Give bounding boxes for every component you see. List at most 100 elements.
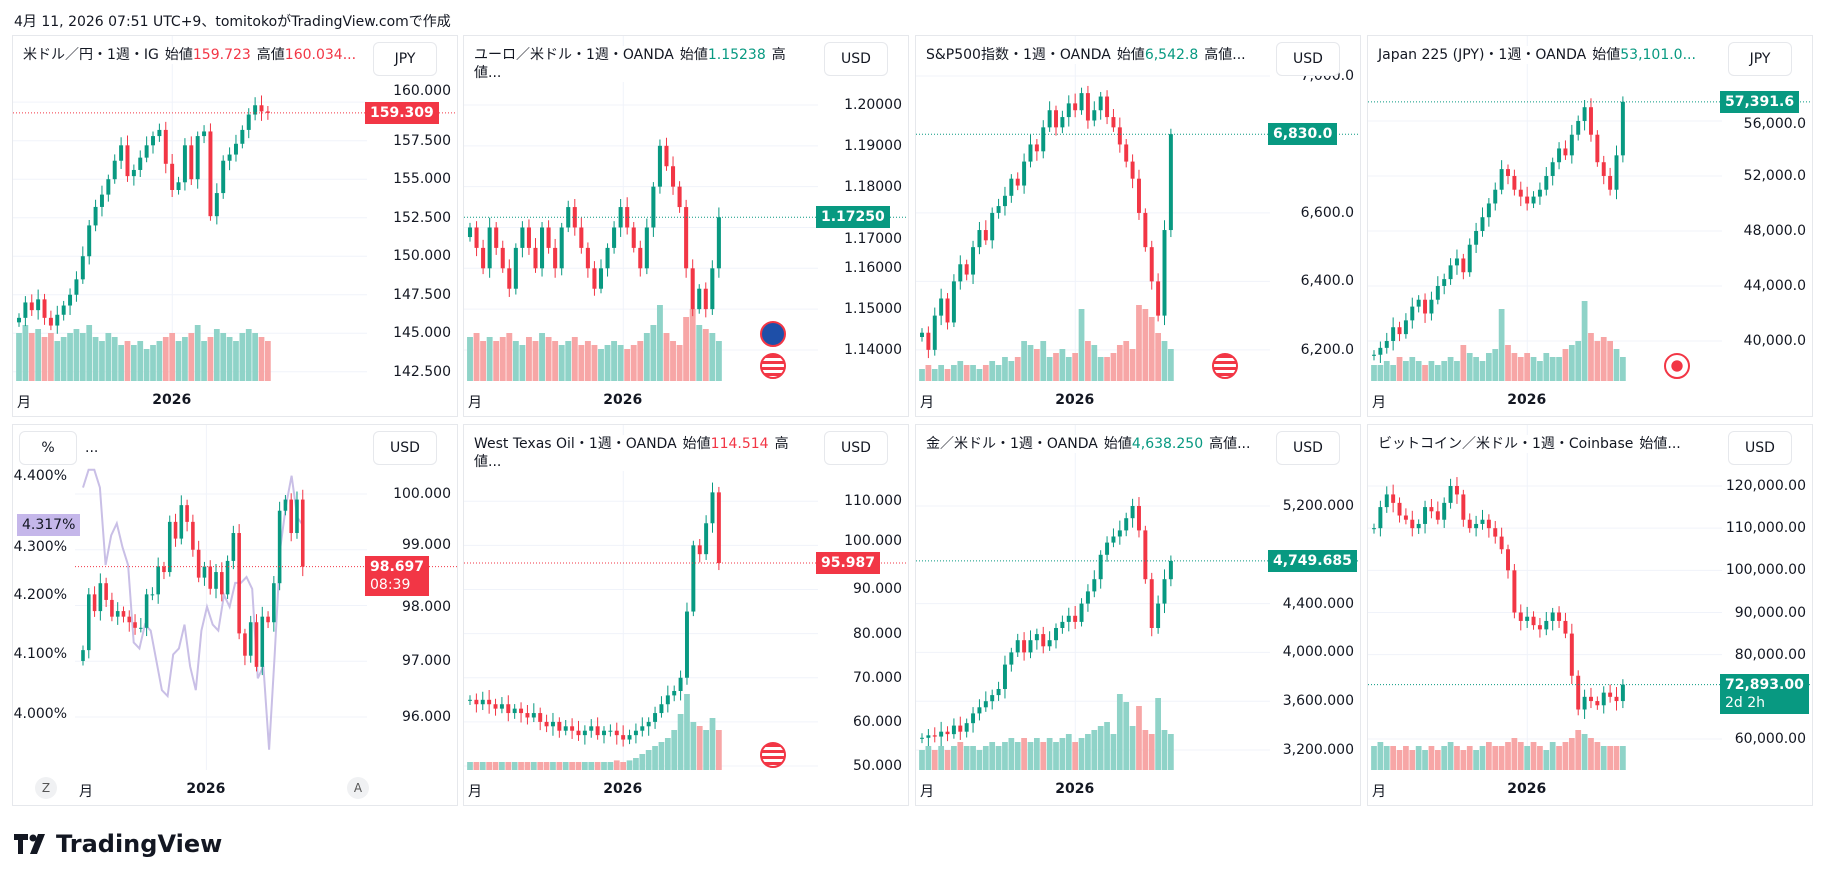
chart-legend[interactable]: S&P500指数・1週・OANDA 始値6,542.8 高値... — [926, 46, 1250, 64]
chart-legend[interactable]: 米ドル／円・1週・IG 始値159.723 高値160.034... — [23, 46, 361, 64]
chart-legend[interactable]: Japan 225 (JPY)・1週・OANDA 始値53,101.0... — [1378, 46, 1700, 64]
volume-bar — [1097, 726, 1104, 770]
candle — [1537, 182, 1542, 205]
candle — [710, 482, 715, 533]
currency-button[interactable]: USD — [1276, 42, 1340, 76]
last-price-label: 159.309 — [365, 101, 439, 124]
candle — [1378, 500, 1383, 537]
chart-canvas[interactable] — [916, 36, 1361, 417]
us-flag-icon[interactable] — [760, 742, 786, 768]
symbol-title[interactable]: Japan 225 (JPY)・1週・OANDA — [1378, 47, 1587, 63]
candle — [468, 695, 472, 705]
chart-panel[interactable]: S&P500指数・1週・OANDA 始値6,542.8 高値... USD 7,000.… — [915, 35, 1361, 417]
volume-bar — [1371, 365, 1377, 381]
volume-bar — [1473, 750, 1479, 770]
chart-canvas[interactable] — [464, 36, 909, 417]
candle — [266, 611, 270, 629]
candle — [579, 217, 584, 254]
chart-canvas[interactable] — [13, 36, 458, 417]
volume-bar — [594, 762, 601, 770]
chart-canvas[interactable] — [13, 425, 458, 806]
chart-panel[interactable]: ... USD 100.000 99.000 98.000 97.000 96.000 98.… — [12, 424, 458, 806]
auto-scale-button[interactable]: A — [347, 777, 369, 799]
candle — [1563, 140, 1568, 160]
volume-bar — [584, 341, 591, 381]
chart-legend[interactable]: ユーロ／米ドル・1週・OANDA 始値1.15238 高値... — [474, 46, 814, 82]
symbol-title[interactable]: West Texas Oil・1週・OANDA — [474, 436, 677, 452]
currency-button[interactable]: USD — [824, 431, 888, 465]
candle — [125, 135, 130, 182]
candle — [179, 495, 184, 545]
candle — [977, 221, 982, 255]
chart-canvas[interactable] — [464, 425, 909, 806]
volume-bar — [617, 345, 624, 381]
chart-canvas[interactable] — [1368, 425, 1813, 806]
chart-panel[interactable]: 金／米ドル・1週・OANDA 始値4,638.250 高値... USD 5,200.0… — [915, 424, 1361, 806]
candle — [1493, 182, 1498, 211]
volume-bar — [1613, 746, 1620, 770]
volume-bar — [575, 762, 582, 770]
volume-bar — [1123, 341, 1130, 381]
us-flag-icon[interactable] — [760, 353, 786, 379]
symbol-title[interactable]: ビットコイン／米ドル・1週・Coinbase — [1378, 436, 1634, 452]
chart-panel[interactable]: ビットコイン／米ドル・1週・Coinbase 始値... USD 120,000.00… — [1367, 424, 1813, 806]
volume-bar — [715, 341, 722, 381]
tradingview-logo[interactable]: TradingView — [14, 830, 222, 858]
symbol-title[interactable]: S&P500指数・1週・OANDA — [926, 47, 1111, 63]
currency-button[interactable]: USD — [1276, 431, 1340, 465]
volume-bar — [1014, 742, 1021, 770]
candle — [1047, 101, 1052, 132]
candle — [1168, 128, 1173, 238]
currency-button[interactable]: USD — [824, 42, 888, 76]
volume-bar — [539, 333, 545, 381]
candle — [595, 717, 600, 740]
chart-panel[interactable]: Japan 225 (JPY)・1週・OANDA 始値53,101.0... JPY… — [1367, 35, 1813, 417]
symbol-title[interactable]: 米ドル／円・1週・IG — [23, 47, 159, 63]
candle — [618, 199, 623, 237]
eu-flag-icon[interactable] — [760, 321, 786, 347]
chart-canvas[interactable] — [916, 425, 1361, 806]
candle — [1620, 679, 1625, 709]
last-price-label: 72,893.00 2d 2h — [1720, 673, 1809, 714]
candle — [520, 221, 525, 258]
left-axis-tick: 4.400% — [13, 467, 67, 484]
volume-bar — [1415, 361, 1422, 381]
chart-canvas[interactable] — [1368, 36, 1813, 417]
currency-button[interactable]: USD — [1728, 431, 1792, 465]
volume-bar — [1600, 746, 1607, 770]
volume-bar — [1492, 349, 1499, 381]
chart-legend[interactable]: ビットコイン／米ドル・1週・Coinbase 始値... — [1378, 435, 1685, 453]
candle — [121, 606, 126, 623]
symbol-title[interactable]: ユーロ／米ドル・1週・OANDA — [474, 47, 674, 63]
volume-bar — [1498, 309, 1505, 381]
us-flag-icon[interactable] — [1212, 353, 1238, 379]
candle — [653, 706, 658, 729]
price-axis-tick: 96.000 — [402, 709, 451, 726]
volume-bar — [1142, 730, 1149, 770]
jp-flag-icon[interactable] — [1664, 353, 1690, 379]
volume-bar — [124, 341, 131, 381]
volume-bar — [976, 750, 983, 770]
candle — [608, 724, 613, 737]
z-button[interactable]: Z — [35, 777, 57, 799]
symbol-title[interactable]: ... — [85, 440, 99, 456]
symbol-title[interactable]: 金／米ドル・1週・OANDA — [926, 436, 1098, 452]
chart-panel[interactable]: West Texas Oil・1週・OANDA 始値114.514 高値... USD… — [463, 424, 909, 806]
candle — [920, 733, 924, 744]
candle — [697, 539, 702, 563]
candle — [277, 501, 282, 591]
chart-legend[interactable]: 金／米ドル・1週・OANDA 始値4,638.250 高値... — [926, 435, 1255, 453]
chart-panel[interactable]: 米ドル／円・1週・IG 始値159.723 高値160.034... JPY 160.0… — [12, 35, 458, 417]
chart-legend[interactable]: West Texas Oil・1週・OANDA 始値114.514 高値... — [474, 435, 814, 471]
candle — [1162, 220, 1167, 326]
chart-legend[interactable]: ... — [85, 439, 103, 457]
candle — [939, 721, 944, 747]
currency-button[interactable]: JPY — [373, 42, 437, 76]
currency-button[interactable]: JPY — [1728, 42, 1792, 76]
percent-scale-button[interactable]: % — [19, 431, 77, 465]
candle — [1117, 520, 1122, 545]
candle — [138, 150, 143, 177]
currency-button[interactable]: USD — [373, 431, 437, 465]
volume-bar — [1040, 742, 1047, 770]
chart-panel[interactable]: ユーロ／米ドル・1週・OANDA 始値1.15238 高値... USD 1.20000… — [463, 35, 909, 417]
